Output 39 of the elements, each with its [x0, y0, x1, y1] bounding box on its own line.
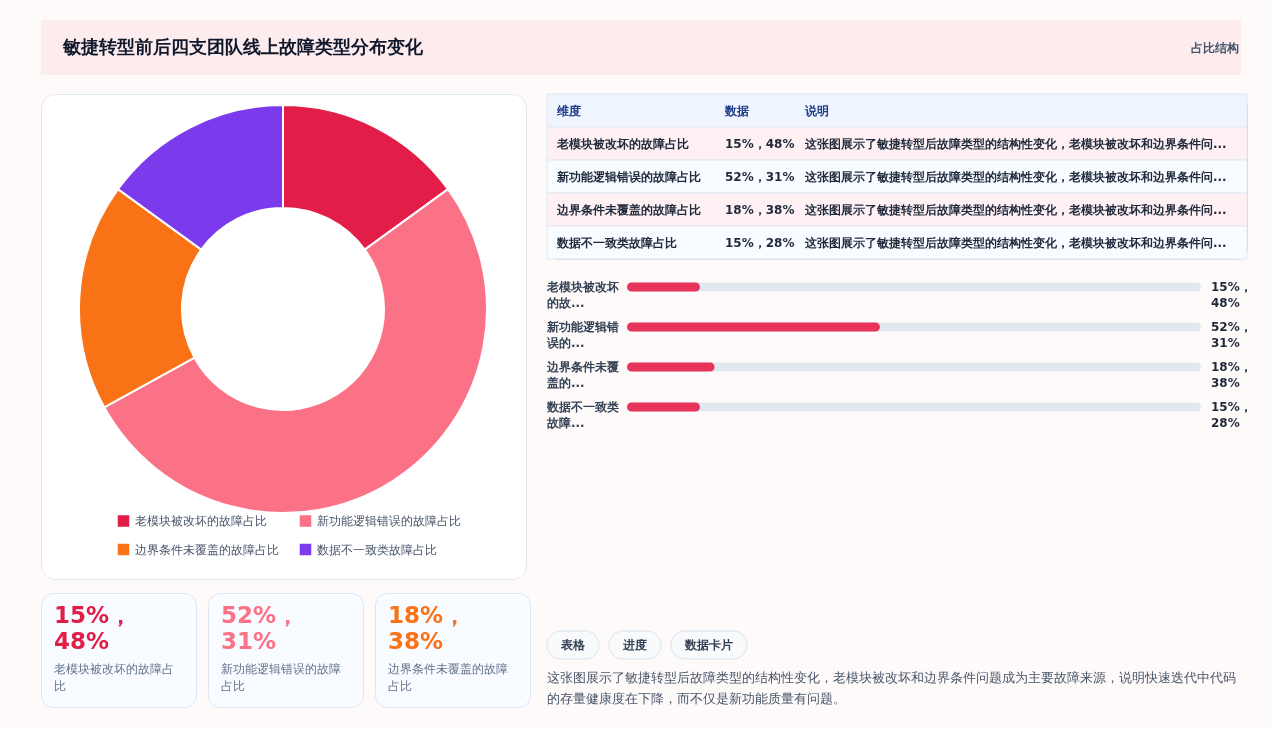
category-label: 数据不一致类故障占比	[557, 235, 677, 250]
category-label: 数据	[724, 103, 749, 118]
legend-label: 边界条件未覆盖的故障占比	[135, 542, 279, 557]
category-label: 数据卡片	[684, 638, 733, 652]
data-label: 15%，28%	[1211, 400, 1252, 430]
text: 这张图展示了敏捷转型后故障类型的结构性变化，老模块被改坏和边界条件问...	[805, 202, 1227, 217]
legend-label: 新功能逻辑错误的故障占比	[317, 513, 461, 528]
text: 18%，38%	[388, 602, 467, 654]
text: 占比结构	[1191, 41, 1239, 55]
data-label: 18%，38%	[1211, 360, 1252, 390]
category-label: 说明	[804, 103, 829, 118]
text: 这张图展示了敏捷转型后故障类型的结构性变化，老模块被改坏和边界条件问...	[805, 136, 1227, 151]
text: 老模块被改坏的故障占比	[556, 136, 689, 151]
y-tick-label: 数据不一致类故障...	[546, 400, 619, 430]
y-tick-label: 老模块被改坏的故...	[546, 280, 619, 310]
text: 52%，31%	[725, 169, 795, 184]
legend-label: 数据不一致类故障占比	[317, 542, 437, 557]
text: 15%，48%	[725, 136, 795, 151]
text: 15%，28%	[725, 235, 795, 250]
text: 18%，38%	[725, 202, 795, 217]
category-label: 维度	[556, 103, 581, 118]
text: 边界条件未覆盖的故障占比	[556, 202, 701, 217]
category-label: 老模块被改坏的故障占比	[54, 662, 174, 693]
text: 这张图展示了敏捷转型后故障类型的结构性变化，老模块被改坏和边界条件问...	[805, 235, 1227, 250]
slice-label: 新功能逻辑错误的故障占比	[221, 662, 341, 693]
text: 这张图展示了敏捷转型后故障类型的结构性变化，老模块被改坏和边界条件问...	[805, 169, 1227, 184]
slice-label: 新功能逻辑错误的故障占比	[556, 169, 701, 184]
data-label: 15%，48%	[1211, 280, 1252, 310]
text: 15%，48%	[54, 602, 133, 654]
text: 敏捷转型前后四支团队线上故障类型分布变化	[62, 36, 424, 57]
legend-label: 老模块被改坏的故障占比	[135, 513, 267, 528]
text: 52%，31%	[221, 602, 300, 654]
category-label: 进度	[622, 638, 647, 652]
category-label: 边界条件未覆盖的故障占比	[388, 662, 508, 693]
y-tick-label: 新功能逻辑错误的...	[546, 320, 619, 350]
data-label: 52%，31%	[1211, 320, 1252, 350]
category-label: 表格	[560, 638, 586, 652]
text: 这张图展示了敏捷转型后故障类型的结构性变化，老模块被改坏和边界条件问题成为主要故障来源，说明快速迭代中代码的存量健康度在下降，而不仅是新功能质量有问题。	[547, 670, 1236, 706]
y-tick-label: 边界条件未覆盖的...	[546, 360, 619, 390]
